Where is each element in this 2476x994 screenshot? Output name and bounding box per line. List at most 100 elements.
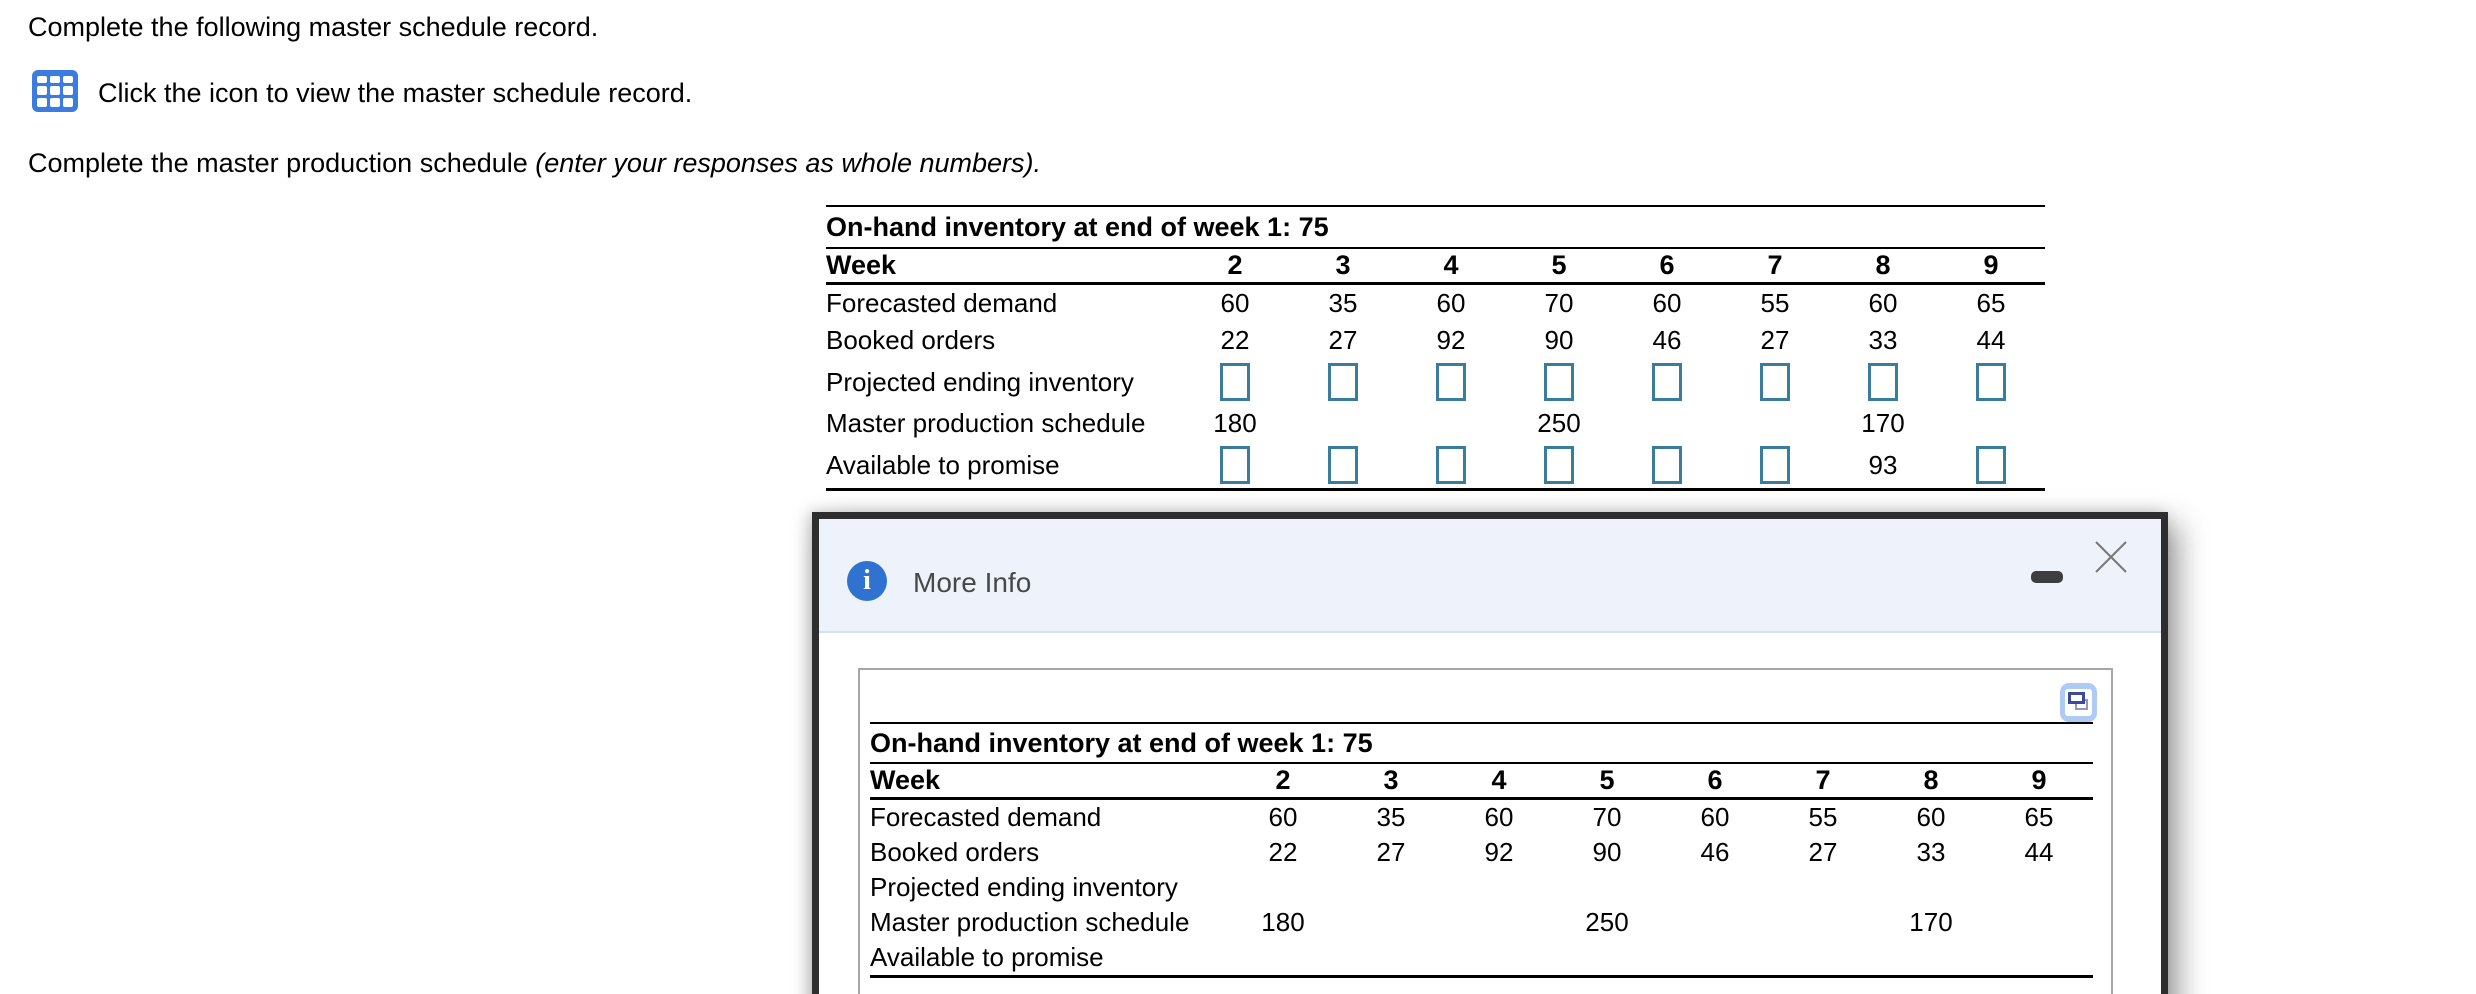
table-rule <box>826 205 2045 207</box>
answer-input-box[interactable] <box>1220 363 1250 401</box>
cell-value: 180 <box>1213 408 1257 438</box>
cell-value: 90 <box>1592 837 1622 867</box>
cell-value: 180 <box>1261 907 1305 937</box>
row-label: Master production schedule <box>870 907 1190 937</box>
week-number: 4 <box>1491 765 1507 795</box>
week-number: 7 <box>1815 765 1831 795</box>
table-title: On-hand inventory at end of week 1: 75 <box>826 211 1329 242</box>
answer-input-box[interactable] <box>1868 363 1898 401</box>
cell-value: 35 <box>1328 288 1358 318</box>
answer-input-box[interactable] <box>1652 363 1682 401</box>
input-cell <box>1289 363 1397 401</box>
table-rule <box>826 488 2045 491</box>
dialog-title: More Info <box>913 567 1032 598</box>
table-row: Forecasted demand 60 35 60 70 60 55 60 65 <box>870 800 2093 835</box>
week-number: 5 <box>1599 765 1615 795</box>
row-label: Master production schedule <box>826 408 1146 438</box>
answer-input-box[interactable] <box>1976 363 2006 401</box>
cell-value: 60 <box>1868 288 1898 318</box>
week-number: 2 <box>1275 765 1291 795</box>
cell-value: 33 <box>1868 325 1898 355</box>
minimize-icon[interactable] <box>2031 571 2063 583</box>
input-cell <box>1505 363 1613 401</box>
row-label: Forecasted demand <box>826 288 1058 318</box>
cell-value: 65 <box>2024 802 2054 832</box>
cell-value: 60 <box>1268 802 1298 832</box>
table-rule <box>870 762 2093 764</box>
cell-value: 35 <box>1376 802 1406 832</box>
cell-value: 46 <box>1700 837 1730 867</box>
answer-input-box[interactable] <box>1760 446 1790 484</box>
answer-input-box[interactable] <box>1760 363 1790 401</box>
instruction-line-3: Complete the master production schedule … <box>28 148 1041 178</box>
week-number: 4 <box>1443 250 1459 280</box>
input-cell <box>1829 363 1937 401</box>
input-cell <box>1181 446 1289 484</box>
cell-value: 70 <box>1592 802 1622 832</box>
cell-value: 60 <box>1700 802 1730 832</box>
row-label: Booked orders <box>870 837 1040 867</box>
cell-value: 92 <box>1484 837 1514 867</box>
dialog-record-panel: On-hand inventory at end of week 1: 75 We… <box>858 668 2113 994</box>
row-label: Available to promise <box>870 942 1104 972</box>
close-icon[interactable] <box>2091 537 2131 577</box>
open-in-new-window-icon[interactable] <box>2060 683 2097 722</box>
table-row: Master production schedule 180 250 170 <box>826 405 2045 442</box>
more-info-dialog: i More Info On-hand inventory at end of … <box>812 512 2168 994</box>
week-number: 3 <box>1335 250 1351 280</box>
row-label: Booked orders <box>826 325 996 355</box>
row-label: Projected ending inventory <box>826 366 1134 397</box>
cell-value: 60 <box>1484 802 1514 832</box>
answer-input-box[interactable] <box>1544 446 1574 484</box>
week-number: 5 <box>1551 250 1567 280</box>
input-cell <box>1397 446 1505 484</box>
answer-input-box[interactable] <box>1220 446 1250 484</box>
row-label: Available to promise <box>826 449 1060 480</box>
week-header-row: Week 2 3 4 5 6 7 8 9 <box>870 764 2093 797</box>
table-row: Available to promise <box>870 940 2093 975</box>
answer-input-box[interactable] <box>1328 446 1358 484</box>
popup-icon-inner <box>2065 689 2092 716</box>
week-header-row: Week 2 3 4 5 6 7 8 9 <box>826 249 2045 282</box>
input-cell <box>1937 363 2045 401</box>
cell-value: 65 <box>1976 288 2006 318</box>
answer-input-box[interactable] <box>1544 363 1574 401</box>
dialog-header: i More Info <box>819 519 2161 633</box>
table-rule <box>870 797 2093 800</box>
master-schedule-table: On-hand inventory at end of week 1: 75 We… <box>826 205 2045 491</box>
dialog-schedule-table: On-hand inventory at end of week 1: 75 We… <box>870 722 2093 978</box>
cell-value: 46 <box>1652 325 1682 355</box>
row-label: Projected ending inventory <box>870 872 1178 902</box>
cell-value: 27 <box>1376 837 1406 867</box>
answer-input-box[interactable] <box>1436 363 1466 401</box>
week-number: 9 <box>2031 765 2047 795</box>
table-rule <box>826 282 2045 285</box>
info-icon: i <box>847 561 887 601</box>
input-cell <box>1181 363 1289 401</box>
answer-input-box[interactable] <box>1652 446 1682 484</box>
table-rule <box>870 722 2093 724</box>
row-label: Forecasted demand <box>870 802 1102 832</box>
week-label: Week <box>870 765 941 795</box>
cell-value: 70 <box>1544 288 1574 318</box>
answer-input-box[interactable] <box>1436 446 1466 484</box>
answer-input-box[interactable] <box>1976 446 2006 484</box>
week-number: 8 <box>1875 250 1891 280</box>
table-rule <box>870 975 2093 978</box>
week-label: Week <box>826 250 897 280</box>
answer-input-box[interactable] <box>1328 363 1358 401</box>
instruction-line-3-normal: Complete the master production schedule <box>28 148 536 178</box>
table-grid-icon[interactable] <box>32 70 78 112</box>
cell-value: 22 <box>1220 325 1250 355</box>
table-row: Available to promise 93 <box>826 442 2045 488</box>
input-cell <box>1505 446 1613 484</box>
cell-value: 27 <box>1808 837 1838 867</box>
instruction-line-1: Complete the following master schedule r… <box>28 12 599 42</box>
cell-value: 22 <box>1268 837 1298 867</box>
input-cell <box>1721 363 1829 401</box>
cell-value: 60 <box>1220 288 1250 318</box>
week-number: 7 <box>1767 250 1783 280</box>
cell-value: 90 <box>1544 325 1574 355</box>
cell-value: 33 <box>1916 837 1946 867</box>
table-rule <box>826 247 2045 249</box>
